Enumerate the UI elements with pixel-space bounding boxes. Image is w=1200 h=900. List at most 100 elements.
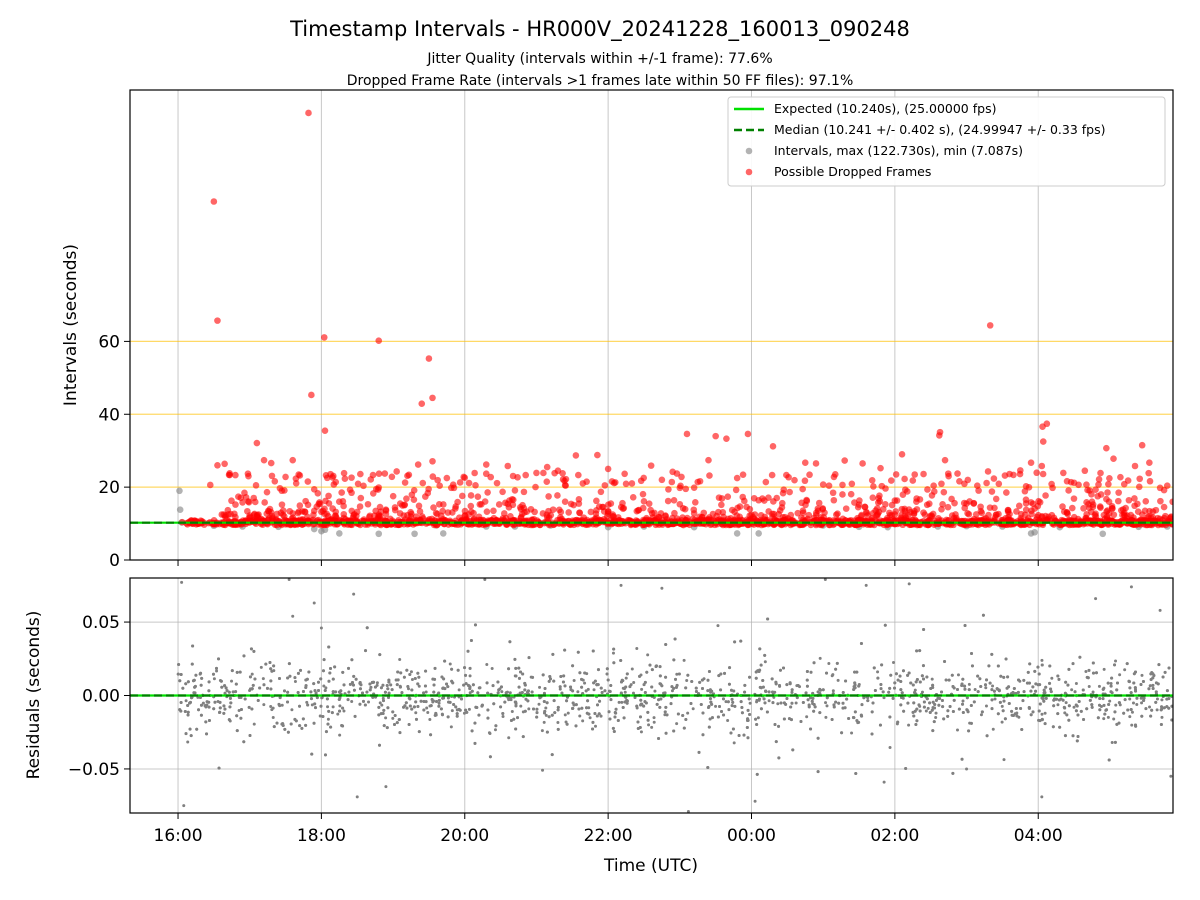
- residual-point: [640, 687, 644, 691]
- residual-point: [684, 686, 688, 690]
- residual-point: [698, 680, 702, 684]
- residual-point: [716, 624, 720, 628]
- residual-point: [441, 696, 445, 700]
- dropped-frame-point: [235, 493, 242, 500]
- residual-point: [358, 681, 362, 685]
- residual-point: [381, 711, 385, 715]
- residual-point: [1151, 672, 1155, 676]
- residual-point: [1074, 703, 1078, 707]
- chart-subtitle-dropped: Dropped Frame Rate (intervals >1 frames …: [347, 73, 854, 89]
- residual-point: [230, 669, 234, 673]
- dropped-frame-point: [771, 515, 778, 523]
- residual-point: [1122, 711, 1126, 715]
- residual-point: [1151, 687, 1155, 691]
- residual-point: [464, 682, 468, 686]
- residual-point: [249, 647, 253, 651]
- residual-point: [639, 698, 643, 702]
- dropped-frame-point: [868, 476, 876, 484]
- residual-point: [259, 665, 263, 669]
- residual-point: [587, 712, 591, 716]
- residual-point: [605, 667, 609, 671]
- residual-point: [963, 623, 967, 627]
- residual-point: [664, 705, 668, 709]
- dropped-frame-point: [232, 501, 239, 508]
- residual-point: [460, 697, 464, 701]
- residual-point: [380, 703, 384, 707]
- residual-point: [619, 583, 623, 587]
- residual-point: [708, 717, 712, 721]
- dropped-frame-point: [1136, 475, 1144, 483]
- residual-point: [549, 677, 553, 681]
- residual-point: [519, 704, 523, 708]
- dropped-frame-point: [604, 465, 612, 473]
- residual-point: [469, 639, 473, 643]
- residual-point: [299, 668, 303, 672]
- residual-point: [352, 674, 356, 678]
- residual-point: [812, 709, 816, 713]
- residual-point: [199, 683, 203, 687]
- residual-point: [805, 684, 809, 688]
- residual-point: [280, 703, 284, 707]
- dropped-frame-point: [834, 510, 841, 518]
- residual-point: [361, 699, 365, 703]
- residual-point: [985, 734, 989, 738]
- residual-point: [616, 719, 620, 723]
- dropped-frame-point: [920, 470, 927, 478]
- residual-point: [527, 656, 531, 660]
- residual-point: [563, 648, 567, 652]
- dropped-frame-point: [516, 504, 524, 511]
- residual-point: [805, 670, 809, 674]
- dropped-frame-point: [983, 479, 990, 487]
- residual-point: [697, 750, 701, 754]
- residual-point: [391, 716, 395, 720]
- residual-point: [532, 707, 536, 711]
- dropped-frame-point: [678, 473, 685, 481]
- residual-point: [907, 671, 911, 675]
- residual-point: [979, 713, 983, 717]
- residual-point: [1088, 698, 1092, 702]
- residual-point: [659, 697, 663, 701]
- dropped-frame-point: [935, 514, 942, 522]
- dropped-frame-point: [415, 502, 423, 510]
- residual-point: [632, 681, 636, 685]
- residual-point: [485, 662, 489, 666]
- residual-point: [931, 683, 935, 687]
- residual-point: [619, 658, 623, 662]
- dropped-frame-point: [1138, 441, 1146, 449]
- residual-point: [446, 685, 450, 689]
- dropped-frame-point: [348, 474, 355, 481]
- residual-point: [1161, 675, 1165, 679]
- residual-point: [773, 723, 777, 727]
- residual-point: [650, 668, 654, 672]
- legend-expected-label: Expected (10.240s), (25.00000 fps): [774, 101, 996, 116]
- dropped-frame-point: [658, 476, 666, 484]
- residual-point: [1113, 663, 1117, 667]
- dropped-frame-point: [825, 482, 833, 490]
- residual-point: [609, 683, 613, 687]
- dropped-frame-point: [404, 472, 411, 480]
- dropped-frame-point: [913, 498, 920, 506]
- residual-point: [1076, 713, 1080, 717]
- residual-point: [700, 678, 704, 682]
- residual-point: [379, 686, 383, 690]
- residual-point: [716, 715, 720, 719]
- residual-point: [1052, 704, 1056, 708]
- residual-point: [1115, 681, 1119, 685]
- residual-point: [922, 700, 926, 704]
- residual-point: [386, 687, 390, 691]
- residual-point: [672, 658, 676, 662]
- dropped-frame-point: [475, 513, 483, 521]
- residual-point: [591, 649, 595, 653]
- dropped-frame-point: [376, 503, 384, 511]
- dropped-frame-point: [1034, 502, 1042, 510]
- residual-point: [347, 666, 351, 670]
- dropped-frame-point: [575, 471, 582, 479]
- residual-point: [586, 687, 590, 691]
- residual-point: [278, 696, 282, 700]
- dropped-frame-point: [691, 499, 699, 506]
- residual-point: [247, 705, 251, 709]
- residual-point: [1109, 684, 1113, 688]
- residual-point: [614, 707, 618, 711]
- residual-point: [770, 677, 774, 681]
